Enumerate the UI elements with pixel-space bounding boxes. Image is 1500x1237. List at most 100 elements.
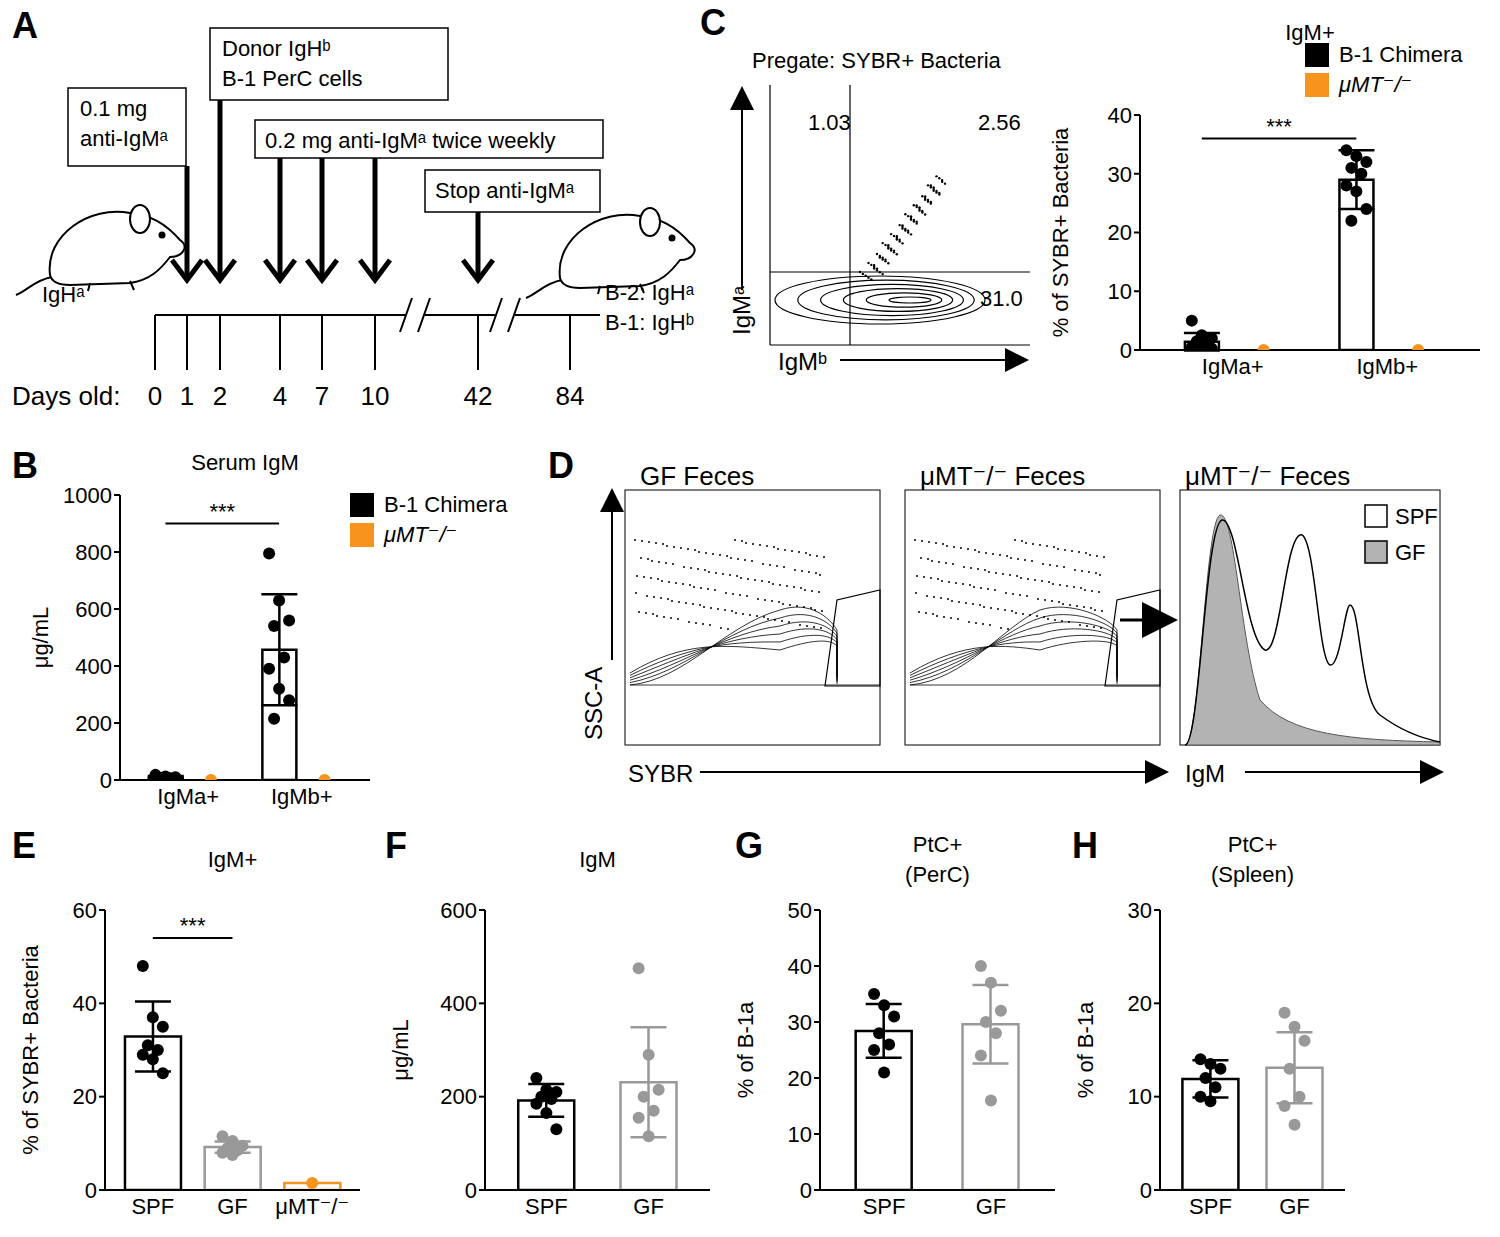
svg-text:20: 20	[788, 1066, 812, 1091]
html-text:IgM+: IgM+	[207, 847, 258, 872]
svg-text:0: 0	[100, 768, 112, 793]
svg-text:60: 60	[73, 900, 97, 923]
svg-text:***: ***	[1266, 114, 1292, 139]
svg-text:30: 30	[1128, 900, 1152, 923]
svg-text:0.2 mg anti-IgMᵃ twice weekly: 0.2 mg anti-IgMᵃ twice weekly	[265, 128, 556, 153]
svg-text:μg/mL: μg/mL	[388, 1019, 413, 1081]
svg-text:Stop anti-IgMᵃ: Stop anti-IgMᵃ	[435, 178, 575, 203]
svg-text:200: 200	[75, 711, 112, 736]
svg-text:SPF: SPF	[525, 1194, 568, 1219]
svg-text:2: 2	[213, 381, 227, 411]
html-text:μMT⁻/⁻: μMT⁻/⁻	[1339, 72, 1413, 97]
svg-text:GF: GF	[217, 1194, 248, 1219]
svg-text:1: 1	[180, 381, 194, 411]
svg-text:SPF: SPF	[863, 1194, 906, 1219]
html-text:IgM+: IgM+	[1285, 19, 1335, 45]
html-text:IgM: IgM	[579, 847, 616, 872]
svg-text:SPF: SPF	[1189, 1194, 1232, 1219]
svg-text:1.03: 1.03	[808, 110, 851, 135]
svg-text:GF: GF	[633, 1194, 664, 1219]
html-text:PtC+: PtC+	[912, 832, 963, 857]
svg-text:200: 200	[440, 1084, 477, 1109]
svg-text:31.0: 31.0	[980, 286, 1023, 311]
svg-text:0: 0	[85, 1178, 97, 1203]
svg-text:B: B	[12, 445, 38, 486]
svg-text:400: 400	[75, 654, 112, 679]
svg-text:H: H	[1072, 825, 1098, 866]
svg-text:600: 600	[440, 900, 477, 923]
svg-text:2.56: 2.56	[978, 110, 1021, 135]
svg-text:0: 0	[1120, 338, 1132, 363]
svg-text:C: C	[700, 2, 726, 43]
svg-text:30: 30	[1108, 162, 1132, 187]
svg-text:IgMb+: IgMb+	[271, 784, 333, 809]
svg-text:GF: GF	[1279, 1194, 1310, 1219]
svg-text:40: 40	[788, 954, 812, 979]
svg-text:B-1 PerC cells: B-1 PerC cells	[222, 66, 363, 91]
svg-text:***: ***	[180, 913, 206, 938]
svg-text:7: 7	[315, 381, 329, 411]
svg-text:20: 20	[1128, 991, 1152, 1016]
svg-text:IgMa+: IgMa+	[1202, 354, 1264, 379]
svg-text:GF: GF	[1395, 540, 1426, 565]
svg-text:GF Feces: GF Feces	[640, 461, 754, 491]
html-text:B-1 Chimera: B-1 Chimera	[1339, 42, 1463, 67]
svg-text:anti-IgMᵃ: anti-IgMᵃ	[80, 126, 168, 151]
svg-text:B-1: IgHᵇ: B-1: IgHᵇ	[605, 310, 694, 335]
svg-text:GF: GF	[976, 1194, 1007, 1219]
svg-text:40: 40	[73, 991, 97, 1016]
svg-text:μMT⁻/⁻ Feces: μMT⁻/⁻ Feces	[920, 461, 1085, 491]
svg-text:4: 4	[273, 381, 287, 411]
svg-text:***: ***	[209, 499, 235, 524]
svg-text:0.1 mg: 0.1 mg	[80, 96, 147, 121]
svg-text:E: E	[12, 825, 36, 866]
svg-text:30: 30	[788, 1010, 812, 1035]
svg-text:D: D	[548, 445, 574, 486]
svg-text:10: 10	[361, 381, 390, 411]
svg-text:0: 0	[800, 1178, 812, 1203]
svg-text:% of B-1a: % of B-1a	[1073, 1001, 1098, 1098]
svg-text:SSC-A: SSC-A	[580, 667, 607, 740]
svg-text:μMT⁻/⁻ Feces: μMT⁻/⁻ Feces	[1185, 461, 1350, 491]
svg-text:B-2: IgHᵃ: B-2: IgHᵃ	[605, 280, 695, 305]
svg-text:IgHᵃ: IgHᵃ	[42, 282, 85, 307]
svg-text:10: 10	[1128, 1084, 1152, 1109]
svg-text:Pregate: SYBR+ Bacteria: Pregate: SYBR+ Bacteria	[752, 48, 1002, 73]
svg-text:% of SYBR+ Bacteria: % of SYBR+ Bacteria	[18, 944, 43, 1154]
svg-text:SPF: SPF	[1395, 504, 1438, 529]
svg-text:A: A	[12, 5, 38, 46]
svg-text:600: 600	[75, 597, 112, 622]
svg-text:Donor IgHᵇ: Donor IgHᵇ	[222, 36, 331, 61]
svg-text:IgMᵃ: IgMᵃ	[728, 285, 755, 335]
svg-text:40: 40	[1108, 103, 1132, 128]
svg-text:10: 10	[1108, 279, 1132, 304]
svg-text:IgMa+: IgMa+	[157, 784, 219, 809]
svg-text:400: 400	[440, 991, 477, 1016]
svg-text:0: 0	[1140, 1178, 1152, 1203]
svg-text:84: 84	[556, 381, 585, 411]
svg-text:1000: 1000	[63, 485, 112, 508]
html-text:B-1 Chimera: B-1 Chimera	[384, 492, 508, 517]
svg-text:0: 0	[148, 381, 162, 411]
svg-text:10: 10	[788, 1122, 812, 1147]
svg-text:20: 20	[73, 1084, 97, 1109]
svg-text:20: 20	[1108, 220, 1132, 245]
html-text:Serum IgM: Serum IgM	[191, 449, 299, 475]
svg-text:50: 50	[788, 900, 812, 923]
svg-text:IgMb+: IgMb+	[1356, 354, 1418, 379]
svg-text:800: 800	[75, 540, 112, 565]
svg-text:42: 42	[464, 381, 493, 411]
svg-text:% of SYBR+ Bacteria: % of SYBR+ Bacteria	[1048, 127, 1073, 337]
html-text:μMT⁻/⁻: μMT⁻/⁻	[384, 522, 458, 547]
svg-text:% of B-1a: % of B-1a	[733, 1001, 758, 1098]
svg-text:SYBR: SYBR	[628, 760, 693, 787]
svg-text:IgMᵇ: IgMᵇ	[778, 348, 827, 375]
svg-text:μMT⁻/⁻: μMT⁻/⁻	[275, 1194, 349, 1219]
svg-text:G: G	[735, 825, 763, 866]
svg-text:SPF: SPF	[131, 1194, 174, 1219]
svg-text:μg/mL: μg/mL	[28, 607, 53, 669]
svg-text:0: 0	[465, 1178, 477, 1203]
svg-text:IgM: IgM	[1185, 760, 1225, 787]
svg-text:F: F	[385, 825, 407, 866]
svg-text:Days old:: Days old:	[12, 381, 120, 411]
